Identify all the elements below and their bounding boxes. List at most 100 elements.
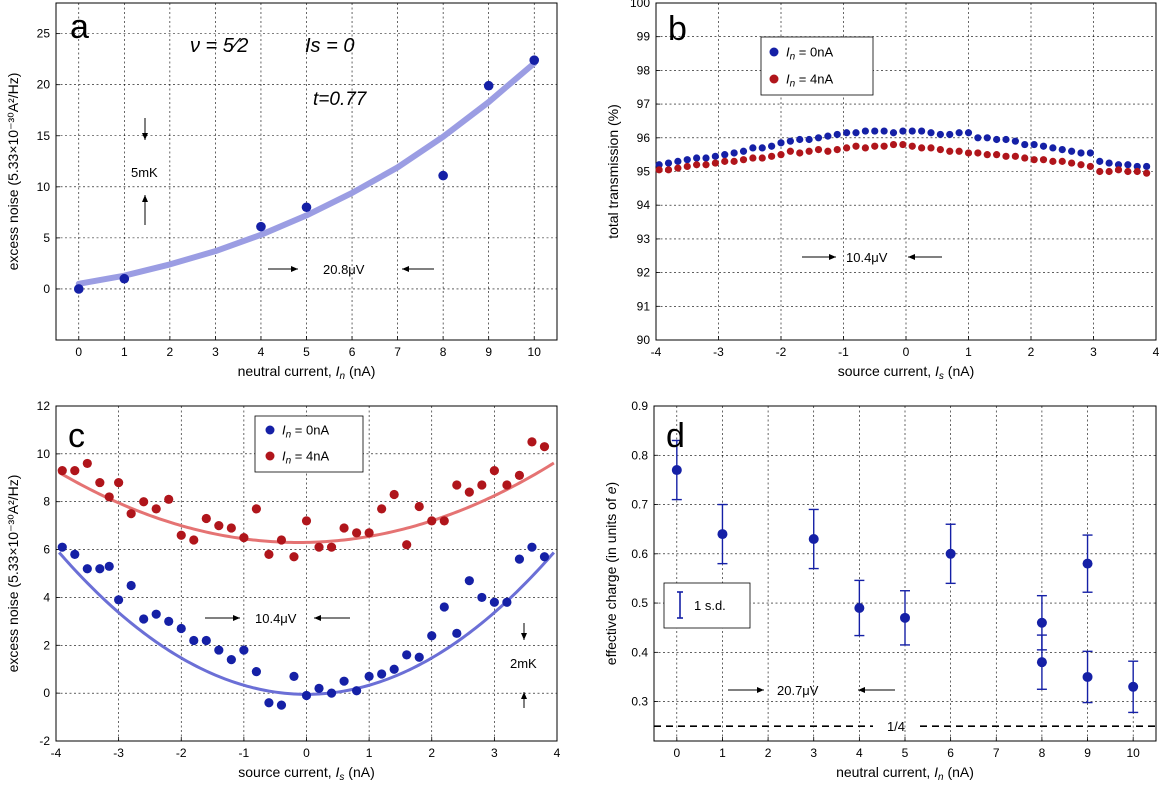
- data-point-in0: [1143, 162, 1151, 171]
- x-tick-label: -3: [113, 746, 124, 760]
- panel-d: 0 1 2 3 4 5 6 7 8 9 10 0.3 0.4 0.5 0.6 0.7 0.8 0.9 neutral…: [603, 399, 1157, 783]
- data-point-in4: [439, 516, 449, 526]
- x-tick-label: 3: [810, 746, 817, 760]
- data-point-in0: [452, 628, 462, 638]
- data-point-in4: [983, 151, 991, 159]
- data-point-in0: [899, 127, 907, 135]
- data-point-in4: [1030, 156, 1038, 164]
- data-point: [483, 80, 494, 91]
- data-point-in4: [95, 477, 105, 488]
- x-tick-label: 0: [303, 746, 310, 760]
- data-point-in4: [151, 504, 161, 514]
- data-point-in0: [439, 602, 449, 612]
- arrow-5mk-bottom-head: [142, 195, 148, 202]
- x-tick-label: 4: [554, 746, 561, 760]
- data-point-in4: [527, 437, 537, 447]
- data-point-in0: [352, 686, 362, 696]
- data-point: [717, 529, 728, 540]
- y-tick-label: 0.4: [631, 645, 648, 659]
- data-point-in4: [1105, 167, 1113, 176]
- data-point-in4: [514, 470, 525, 480]
- legend-marker: [769, 47, 779, 57]
- arrow-bias-right-head: [314, 615, 321, 621]
- data-point-in0: [758, 144, 766, 152]
- data-point-in0: [527, 542, 537, 552]
- data-point-in0: [427, 631, 437, 641]
- data-point-in4: [889, 140, 898, 149]
- panel-letter: d: [666, 417, 685, 455]
- data-point: [1082, 671, 1093, 682]
- data-point-in0: [993, 135, 1001, 144]
- arrow-bias-left-head: [291, 266, 298, 272]
- data-point-in4: [289, 552, 299, 562]
- x-tick-label: 3: [1090, 345, 1097, 359]
- arrow-2mk-bottom-head: [521, 692, 527, 699]
- data-point-in0: [251, 667, 261, 677]
- data-point-in0: [955, 129, 963, 137]
- data-point-in4: [843, 144, 851, 152]
- x-tick-label: 0: [903, 345, 910, 359]
- data-point-in4: [721, 157, 729, 165]
- data-point-in4: [796, 149, 804, 157]
- data-point-in0: [739, 147, 748, 155]
- data-point-in4: [1096, 167, 1104, 176]
- data-point-in0: [314, 683, 324, 693]
- data-point-in0: [786, 137, 794, 145]
- data-point-in0: [364, 671, 374, 681]
- data-point-in4: [339, 523, 349, 533]
- data-point-in0: [502, 597, 512, 607]
- data-point-in0: [1133, 162, 1141, 171]
- data-point-in4: [377, 504, 387, 514]
- panel-a: 0 1 2 3 4 5 6 7 8 9 10 0 5 10 15 20 25 neutral current, I…: [5, 2, 558, 382]
- x-tick-label: 2: [428, 746, 435, 760]
- data-point-in4: [477, 480, 487, 490]
- x-tick-label: 4: [1153, 345, 1160, 359]
- data-point-in4: [927, 144, 935, 152]
- data-point-in4: [1058, 157, 1066, 165]
- data-point-in0: [514, 554, 525, 564]
- data-point-in0: [164, 616, 174, 626]
- data-point-in4: [57, 466, 67, 476]
- annotation-bias: 20.7μV: [777, 683, 819, 698]
- legend-marker: [769, 74, 779, 84]
- data-point-in4: [70, 466, 80, 476]
- data-point-in0: [1011, 137, 1019, 145]
- plot-frame: [55, 2, 558, 341]
- x-axis-label: neutral current, In (nA): [238, 363, 376, 382]
- data-point-in0: [974, 134, 982, 142]
- panel-letter: b: [668, 10, 687, 48]
- data-point: [529, 55, 540, 65]
- y-axis-label: effective charge (in units of e): [603, 482, 619, 665]
- x-tick-label: 2: [765, 746, 772, 760]
- data-point-in4: [214, 521, 224, 531]
- data-point: [73, 284, 84, 294]
- data-point-in4: [251, 504, 261, 514]
- data-point-in0: [539, 552, 550, 562]
- data-point-in0: [339, 676, 349, 686]
- annotation-bias: 20.8μV: [323, 262, 365, 277]
- legend-box: [760, 36, 874, 96]
- data-point-in0: [82, 564, 92, 574]
- x-tick-label: -3: [713, 345, 724, 359]
- x-tick-label: 5: [303, 345, 310, 359]
- x-tick-label: 4: [856, 746, 863, 760]
- y-tick-label: 5: [43, 231, 50, 245]
- data-point-in0: [389, 664, 399, 674]
- x-tick-label: -1: [838, 345, 849, 359]
- x-tick-label: 0: [673, 746, 680, 760]
- y-tick-label: 8: [43, 495, 50, 509]
- y-axis-label: total transmission (%): [605, 104, 621, 239]
- x-tick-label: 10: [528, 345, 542, 359]
- data-point-in4: [871, 142, 879, 150]
- y-tick-label: 93: [637, 232, 651, 246]
- x-tick-label: 9: [485, 345, 492, 359]
- annotation-5mk: 5mK: [131, 165, 158, 180]
- y-axis-label: excess noise (5.33×10⁻³⁰A²/Hz): [5, 475, 21, 673]
- data-point-in4: [786, 147, 794, 155]
- data-point-in4: [489, 466, 499, 476]
- data-point-in0: [964, 129, 973, 137]
- data-point-in0: [880, 127, 888, 135]
- data-point-in4: [805, 147, 813, 155]
- arrow-bias-left-head: [829, 254, 836, 260]
